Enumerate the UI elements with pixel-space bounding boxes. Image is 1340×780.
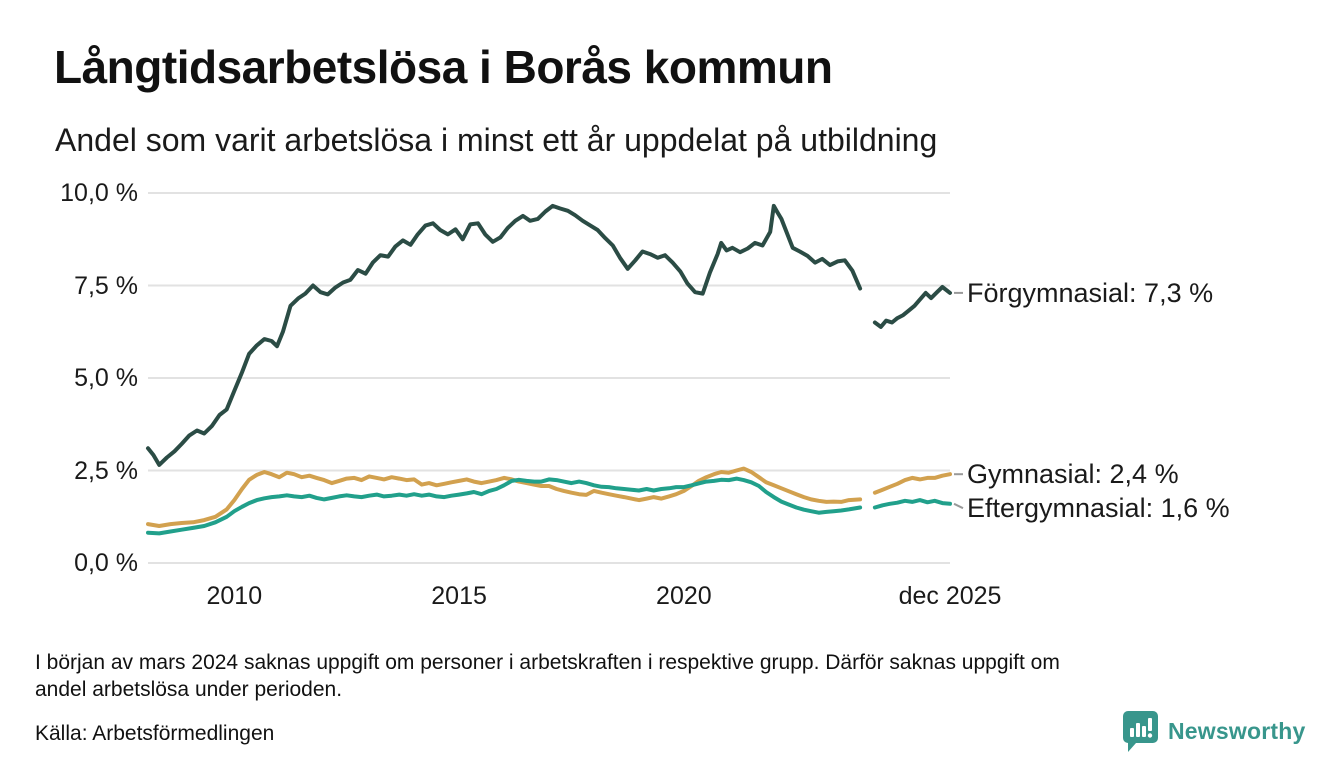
y-axis-tick-label: 0,0 % — [74, 549, 138, 577]
series-end-label-forgymnasial: Förgymnasial: 7,3 % — [967, 277, 1214, 308]
series-line-forgymnasial — [146, 203, 863, 467]
chart-subtitle: Andel som varit arbetslösa i minst ett å… — [55, 122, 938, 158]
series-line-eftergymnasial — [146, 476, 863, 536]
source-text: Källa: Arbetsförmedlingen — [35, 722, 275, 745]
chart-plot-svg — [146, 192, 964, 564]
y-axis-tick-label: 7,5 % — [74, 271, 138, 300]
y-axis-tick-label: 5,0 % — [74, 364, 138, 392]
newsworthy-logo: Newsworthy — [1122, 710, 1305, 753]
newsworthy-bubble-chart-icon — [1122, 710, 1159, 753]
series-line-forgymnasial — [872, 285, 952, 329]
y-axis-tick-label: 10,0 % — [60, 179, 138, 207]
series-end-label-eftergymnasial: Eftergymnasial: 1,6 % — [967, 493, 1230, 524]
series-line-gymnasial — [146, 466, 863, 528]
newsworthy-logo-text: Newsworthy — [1168, 718, 1306, 744]
series-line-eftergymnasial — [872, 498, 952, 510]
series-label-connector — [953, 502, 964, 510]
x-axis-tick-label: 2010 — [206, 582, 263, 610]
footnote-line-2: andel arbetslösa under perioden. — [35, 678, 343, 701]
footnote-line-1: I början av mars 2024 saknas uppgift om … — [35, 651, 1060, 674]
x-axis-tick-label: 2015 — [431, 582, 487, 610]
series-end-label-gymnasial: Gymnasial: 2,4 % — [967, 459, 1179, 490]
series-line-gymnasial — [872, 472, 952, 495]
line-chart: 0,0 % 2,5 % 5,0 % 7,5 % 10,0 % 2010 2015 2020 de… — [60, 179, 1230, 610]
x-axis-tick-label: 2020 — [656, 582, 712, 610]
footnote: I början av mars 2024 saknas uppgift om … — [35, 649, 1060, 703]
y-axis-tick-label: 2,5 % — [74, 456, 138, 485]
x-axis-tick-label: dec 2025 — [898, 582, 1002, 610]
page-title: Långtidsarbetslösa i Borås kommun — [54, 41, 833, 93]
